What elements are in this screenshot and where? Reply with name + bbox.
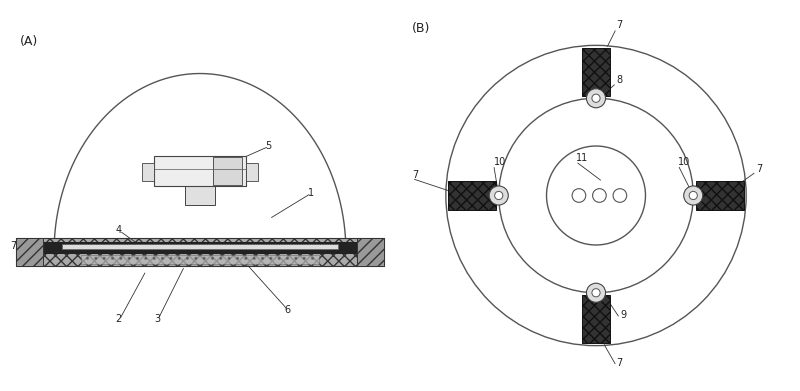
Circle shape [592, 94, 600, 102]
Bar [16, 238, 384, 266]
Bar [62, 244, 338, 249]
Text: (A): (A) [19, 35, 38, 48]
Circle shape [494, 192, 503, 199]
Bar [449, 181, 496, 210]
Circle shape [586, 89, 606, 108]
Text: 1: 1 [307, 188, 314, 197]
Bar [154, 156, 246, 186]
Circle shape [613, 189, 626, 202]
Text: 7: 7 [617, 20, 622, 30]
Text: 7: 7 [412, 170, 418, 180]
Bar [214, 156, 242, 185]
Bar [142, 163, 154, 181]
Text: 4: 4 [115, 225, 122, 235]
Circle shape [689, 192, 698, 199]
Circle shape [586, 283, 606, 302]
Circle shape [684, 186, 703, 205]
Bar [81, 255, 319, 264]
Text: 7: 7 [10, 242, 16, 251]
Text: 8: 8 [617, 75, 622, 85]
Text: 7: 7 [617, 358, 622, 368]
Circle shape [572, 189, 586, 202]
Text: 5: 5 [266, 141, 271, 151]
Text: 6: 6 [285, 305, 290, 315]
Bar [16, 242, 384, 254]
Text: 2: 2 [115, 314, 122, 324]
Text: 7: 7 [756, 163, 762, 174]
Bar [16, 238, 42, 266]
Bar [582, 295, 610, 343]
Circle shape [592, 289, 600, 297]
Text: 9: 9 [620, 310, 626, 320]
Bar [358, 238, 384, 266]
Text: 3: 3 [154, 314, 160, 324]
Text: 11: 11 [575, 153, 588, 163]
Circle shape [489, 186, 508, 205]
Text: 10: 10 [494, 157, 506, 167]
Bar [185, 186, 215, 205]
Text: 7: 7 [374, 242, 381, 251]
Bar [696, 181, 743, 210]
Circle shape [593, 189, 606, 202]
Bar [582, 48, 610, 96]
Text: 10: 10 [678, 157, 690, 167]
Text: (B): (B) [412, 22, 430, 35]
Bar [246, 163, 258, 181]
